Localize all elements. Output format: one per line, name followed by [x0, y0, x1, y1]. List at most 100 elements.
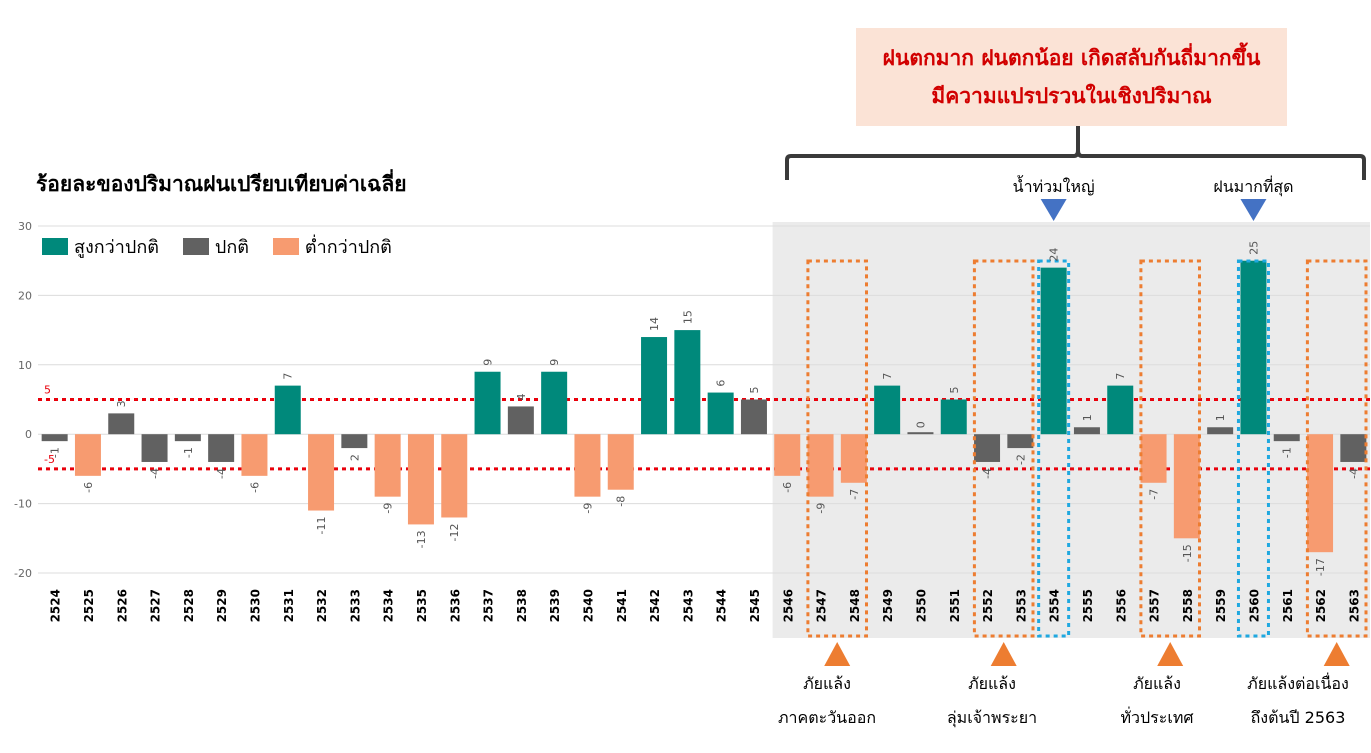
x-tick-label: 2551: [948, 589, 962, 622]
x-tick-label: 2545: [748, 589, 762, 622]
x-tick-label: 2548: [848, 589, 862, 622]
flood-box: [1037, 259, 1071, 638]
threshold-label: -5: [44, 453, 55, 466]
drought-note-nationwide: ภัยแล้ง ทั่วประเทศ: [1082, 667, 1232, 735]
data-label: -8: [615, 496, 628, 507]
x-tick-label: 2561: [1281, 589, 1295, 622]
x-tick-label: 2554: [1048, 589, 1062, 622]
data-label: -4: [981, 468, 994, 479]
x-tick-label: 2552: [981, 589, 995, 622]
drought-note-continuing-line2: ถึงต้นปี 2563: [1250, 708, 1346, 727]
x-tick-label: 2531: [282, 589, 296, 622]
x-tick-label: 2549: [881, 589, 895, 622]
bar: [774, 434, 801, 476]
data-label: 1: [1081, 414, 1094, 421]
x-tick-label: 2560: [1247, 589, 1261, 622]
legend-label-normal: ปกติ: [214, 237, 249, 258]
bar: [874, 385, 901, 435]
legend-label-below: ต่ำกว่าปกติ: [304, 237, 392, 258]
bar: [940, 399, 967, 435]
drought-note-east-line2: ภาคตะวันออก: [777, 708, 877, 727]
bar: [141, 434, 168, 462]
data-label: 9: [482, 359, 495, 366]
y-axis-ticks: -20 -10 0 10 20 30: [14, 220, 32, 580]
x-tick-label: 2555: [1081, 589, 1095, 622]
x-tick-label: 2536: [448, 589, 462, 622]
bar: [474, 371, 501, 435]
data-label: 1: [1214, 414, 1227, 421]
bar: [174, 434, 201, 442]
x-tick-label: 2537: [482, 589, 496, 622]
bar: [1307, 434, 1334, 553]
x-tick-label: 2562: [1314, 589, 1328, 622]
data-label: 5: [748, 387, 761, 394]
data-label: 25: [1247, 241, 1260, 255]
triangle-up-icon: [1323, 642, 1350, 666]
bar: [607, 434, 634, 490]
callout-line-2: มีความแปรปรวนในเชิงปริมาณ: [931, 84, 1212, 108]
bar: [1173, 434, 1200, 539]
data-label: 15: [681, 310, 694, 324]
drought-note-chaophraya-line1: ภัยแล้ง: [968, 674, 1016, 693]
bar: [41, 434, 68, 442]
bar: [108, 413, 135, 435]
data-label: -12: [448, 523, 461, 541]
drought-note-east: ภัยแล้ง ภาคตะวันออก: [752, 667, 902, 735]
bracket: [785, 116, 1366, 180]
callout-box: ฝนตกมาก ฝนตกน้อย เกิดสลับกันถี่มากขึ้น ม…: [856, 28, 1287, 126]
bar: [1240, 260, 1267, 435]
drought-note-continuing-line1: ภัยแล้งต่อเนื่อง: [1247, 674, 1349, 693]
bar: [707, 392, 734, 435]
bar: [274, 385, 301, 435]
flood-box: [1236, 259, 1270, 638]
data-label: 24: [1048, 248, 1061, 262]
x-tick-label: 2524: [49, 589, 63, 622]
x-tick-label: 2542: [648, 589, 662, 622]
data-label: -7: [1148, 489, 1161, 500]
data-label: 9: [548, 359, 561, 366]
data-label: -4: [149, 468, 162, 479]
data-label: -1: [49, 447, 62, 458]
bar: [674, 330, 701, 435]
x-tick-label: 2527: [149, 589, 163, 622]
data-label: -6: [248, 482, 261, 493]
data-label: 6: [715, 380, 728, 387]
legend-item-below: ต่ำกว่าปกติ: [272, 232, 392, 261]
x-tick-label: 2529: [215, 589, 229, 622]
x-tick-label: 2525: [82, 589, 96, 622]
x-tick-label: 2559: [1214, 589, 1228, 622]
triangle-up-icon: [990, 642, 1017, 666]
data-label: -7: [848, 489, 861, 500]
data-label: -17: [1314, 558, 1327, 576]
chart-title: ร้อยละของปริมาณฝนเปรียบเทียบค่าเฉลี่ย: [36, 172, 407, 196]
drought-note-nationwide-line1: ภัยแล้ง: [1133, 674, 1181, 693]
bar: [374, 434, 401, 497]
data-label: -9: [581, 503, 594, 514]
bar: [208, 434, 235, 462]
bar: [1040, 267, 1067, 435]
x-tick-label: 2557: [1148, 589, 1162, 622]
data-label: 0: [914, 421, 927, 428]
y-tick-label: 10: [18, 359, 32, 372]
x-tick-label: 2534: [382, 589, 396, 622]
y-tick-label: 20: [18, 289, 32, 302]
bar: [74, 434, 101, 476]
bar: [541, 371, 568, 435]
legend-item-normal: ปกติ: [182, 232, 249, 261]
annotations: น้ำท่วมใหญ่ ฝนมากที่สุด: [785, 116, 1366, 666]
x-axis-ticks: 2524 2525 2526 2527 2528 2529 2530 2531 2532 2533…: [49, 589, 1362, 622]
threshold-label: 5: [44, 384, 51, 397]
bar: [641, 337, 668, 435]
bar: [974, 434, 1001, 462]
bar: [1273, 434, 1300, 442]
bar: [341, 434, 368, 449]
bar: [807, 434, 834, 497]
highlight-region: [772, 222, 1370, 638]
data-label: 3: [115, 400, 128, 407]
threshold-lines: 5 -5: [38, 384, 1370, 471]
x-tick-label: 2532: [315, 589, 329, 622]
data-label: -4: [1347, 468, 1360, 479]
x-tick-label: 2539: [548, 589, 562, 622]
marker-label-most-rain: ฝนมากที่สุด: [1213, 175, 1293, 197]
data-label: 14: [648, 317, 661, 331]
